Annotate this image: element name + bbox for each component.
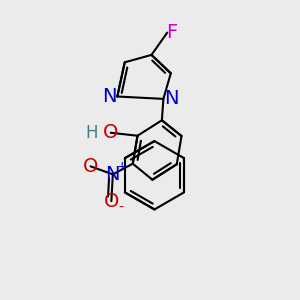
- Text: H: H: [85, 124, 98, 142]
- Text: +: +: [116, 160, 127, 172]
- Text: N: N: [106, 165, 120, 184]
- Text: O: O: [104, 192, 119, 211]
- Text: O: O: [103, 123, 118, 142]
- Text: -: -: [118, 201, 123, 215]
- Text: O: O: [83, 157, 98, 176]
- Text: F: F: [166, 23, 177, 42]
- Text: N: N: [164, 89, 179, 108]
- Text: N: N: [103, 87, 117, 106]
